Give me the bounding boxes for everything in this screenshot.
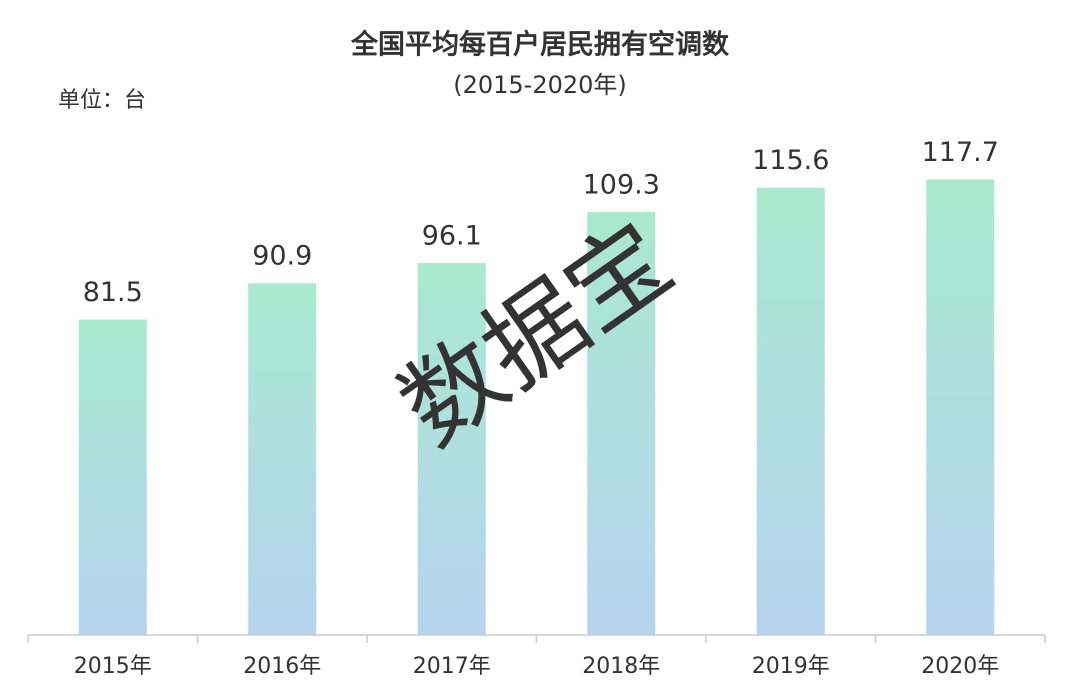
x-tick-label: 2015年 bbox=[74, 654, 152, 679]
bar bbox=[756, 187, 825, 636]
x-tick-label: 2019年 bbox=[752, 654, 830, 679]
chart-subtitle: (2015-2020年) bbox=[453, 71, 627, 99]
unit-label: 单位：台 bbox=[58, 88, 146, 113]
value-label: 109.3 bbox=[583, 170, 660, 201]
value-label: 117.7 bbox=[922, 137, 999, 168]
chart-title: 全国平均每百户居民拥有空调数 bbox=[350, 29, 730, 61]
x-tick-label: 2018年 bbox=[582, 654, 660, 679]
value-label: 115.6 bbox=[752, 145, 829, 176]
x-tick-label: 2016年 bbox=[243, 654, 321, 679]
value-label: 81.5 bbox=[83, 277, 143, 308]
bar bbox=[417, 263, 486, 635]
bar bbox=[78, 319, 147, 635]
value-label: 96.1 bbox=[422, 221, 482, 252]
x-tick-label: 2020年 bbox=[921, 654, 999, 679]
x-tick-label: 2017年 bbox=[413, 654, 491, 679]
bar bbox=[926, 179, 995, 635]
value-label: 90.9 bbox=[252, 241, 312, 272]
bar bbox=[248, 283, 317, 635]
bar bbox=[587, 212, 656, 635]
